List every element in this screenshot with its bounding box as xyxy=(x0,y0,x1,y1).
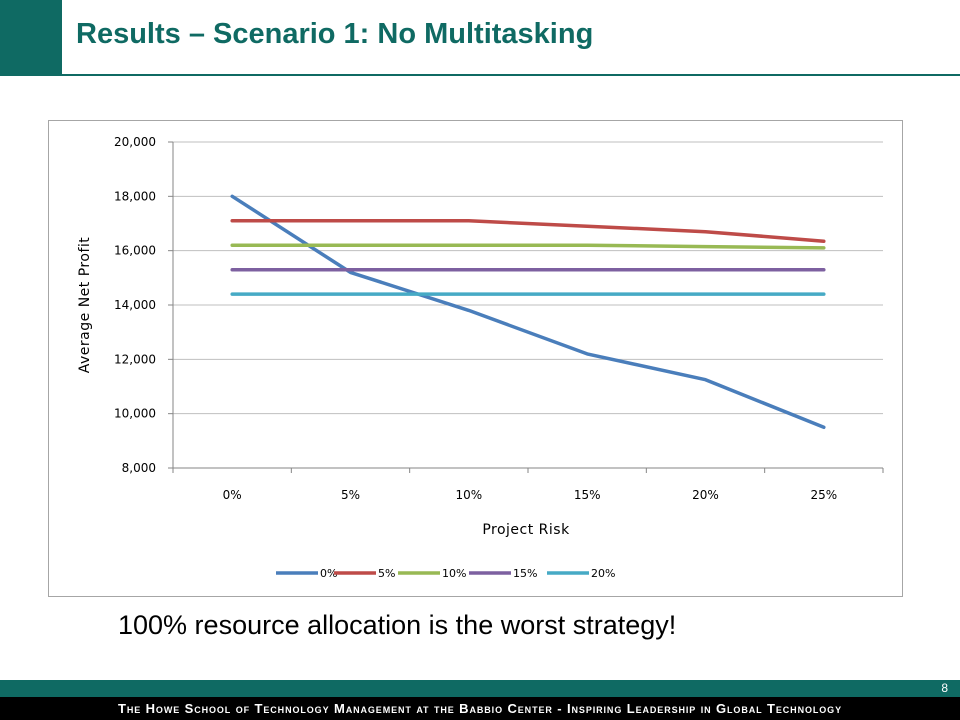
axes xyxy=(168,141,884,473)
line-chart: 8,000 10,000 12,000 14,000 16,000 18,000 20,00… xyxy=(77,135,884,580)
y-tick-label: 14,000 xyxy=(114,298,156,312)
legend-label: 0% xyxy=(320,567,337,580)
series-line-2 xyxy=(230,219,826,243)
y-tick-label: 16,000 xyxy=(114,244,156,258)
x-tick-labels: 0% 5% 10% 15% 20% 25% xyxy=(223,488,838,502)
x-tick-label: 25% xyxy=(810,488,837,502)
legend-label: 20% xyxy=(591,567,615,580)
footer-band xyxy=(0,680,960,697)
footer-text: The Howe School of Technology Management… xyxy=(117,701,842,716)
chart-frame: 8,000 10,000 12,000 14,000 16,000 18,000 20,00… xyxy=(48,120,903,597)
page-number: 8 xyxy=(941,681,948,695)
series-lines xyxy=(230,194,826,430)
x-axis-title: Project Risk xyxy=(482,522,570,538)
legend-label: 5% xyxy=(378,567,395,580)
legend: 0% 5% 10% 15% 20% xyxy=(276,567,615,580)
y-tick-label: 20,000 xyxy=(114,135,156,149)
y-tick-labels: 8,000 10,000 12,000 14,000 16,000 18,000 20,00… xyxy=(114,135,156,475)
series-line-1 xyxy=(230,194,826,430)
series-line-3 xyxy=(230,243,826,250)
x-tick-label: 10% xyxy=(455,488,482,502)
y-tick-label: 18,000 xyxy=(114,189,156,203)
gridlines xyxy=(173,141,883,415)
x-tick-label: 20% xyxy=(692,488,719,502)
slide-title: Results – Scenario 1: No Multitasking xyxy=(76,18,594,50)
legend-label: 15% xyxy=(513,567,537,580)
legend-label: 10% xyxy=(442,567,466,580)
header-rule xyxy=(62,74,960,76)
x-tick-label: 15% xyxy=(574,488,601,502)
y-axis-title: Average Net Profit xyxy=(77,237,93,373)
header-accent-block xyxy=(0,0,62,76)
footer-strip: The Howe School of Technology Management… xyxy=(0,697,960,720)
y-tick-label: 10,000 xyxy=(114,407,156,421)
y-tick-label: 8,000 xyxy=(122,461,156,475)
x-tick-label: 0% xyxy=(223,488,242,502)
x-tick-label: 5% xyxy=(341,488,360,502)
slide-caption: 100% resource allocation is the worst st… xyxy=(118,610,677,640)
y-tick-label: 12,000 xyxy=(114,352,156,366)
